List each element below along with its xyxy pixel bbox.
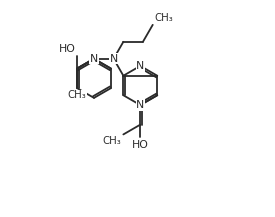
Text: N: N bbox=[136, 100, 144, 110]
Text: CH₃: CH₃ bbox=[155, 13, 173, 23]
Text: CH₃: CH₃ bbox=[103, 136, 122, 146]
Text: N: N bbox=[90, 54, 98, 64]
Text: N: N bbox=[109, 54, 118, 64]
Text: N: N bbox=[90, 54, 98, 64]
Text: HO: HO bbox=[132, 140, 149, 150]
Text: N: N bbox=[136, 61, 144, 71]
Text: HO: HO bbox=[59, 44, 76, 54]
Text: CH₃: CH₃ bbox=[68, 90, 86, 100]
